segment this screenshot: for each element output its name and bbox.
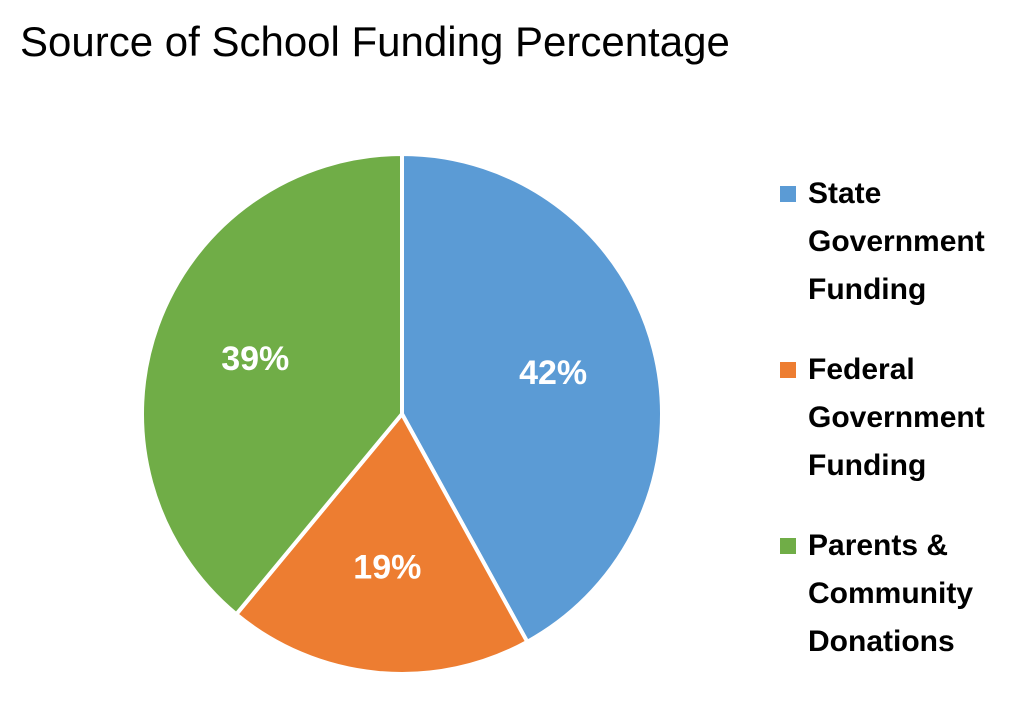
legend-item-parents-community-donations: Parents & Community Donations — [778, 522, 1018, 666]
legend-label-line: Government — [808, 225, 985, 258]
pie-slice-state — [400, 152, 664, 644]
legend-label-line: State — [808, 177, 882, 210]
legend-label-line: Funding — [808, 449, 927, 482]
legend-swatch-federal — [780, 362, 796, 378]
legend-label-line: Funding — [808, 273, 927, 306]
legend-swatch-parents — [780, 538, 796, 554]
data-label-state: 42% — [519, 354, 587, 392]
data-label-parents: 39% — [221, 340, 289, 378]
legend-swatch-state — [780, 186, 796, 202]
legend-label-line: Federal — [808, 353, 915, 386]
legend-label-line: Donations — [808, 625, 955, 658]
legend: State Government Funding Federal Governm… — [778, 170, 1018, 698]
pie-data-labels: 42% 19% 39% — [221, 340, 587, 586]
legend-label-line: Parents & — [808, 529, 949, 562]
legend-item-state-government-funding: State Government Funding — [778, 170, 1018, 314]
pie-slice-parents — [140, 152, 404, 617]
legend-label-line: Community — [808, 577, 973, 610]
legend-item-federal-government-funding: Federal Government Funding — [778, 346, 1018, 490]
legend-label-line: Government — [808, 401, 985, 434]
chart-title: Source of School Funding Percentage — [20, 18, 730, 65]
pie-slice-federal — [234, 412, 530, 676]
data-label-federal: 19% — [353, 548, 421, 586]
pie-slices — [140, 152, 664, 676]
